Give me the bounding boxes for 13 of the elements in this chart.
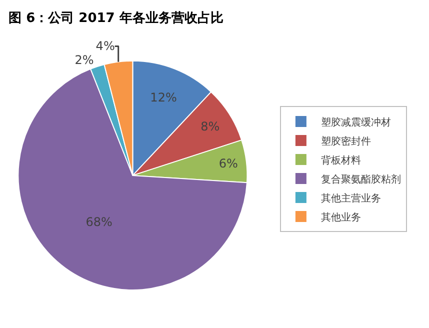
legend-label: 复合聚氨酯胶粘剂 xyxy=(320,173,401,186)
legend-label: 背板材料 xyxy=(320,154,361,166)
legend-label: 塑胶密封件 xyxy=(320,135,371,148)
legend-label: 其他主营业务 xyxy=(320,192,381,204)
data-label: 8% xyxy=(200,119,220,134)
data-label: 2% xyxy=(74,53,94,68)
chart-title: 图 6：公司 2017 年各业务营收占比 xyxy=(8,10,224,26)
data-label: 4% xyxy=(96,39,115,54)
legend-label: 其他业务 xyxy=(320,211,361,224)
legend-label: 塑胶减震缓冲材 xyxy=(320,116,391,128)
data-label: 6% xyxy=(218,156,238,170)
data-label: 68% xyxy=(86,214,112,229)
data-label: 12% xyxy=(150,90,177,105)
